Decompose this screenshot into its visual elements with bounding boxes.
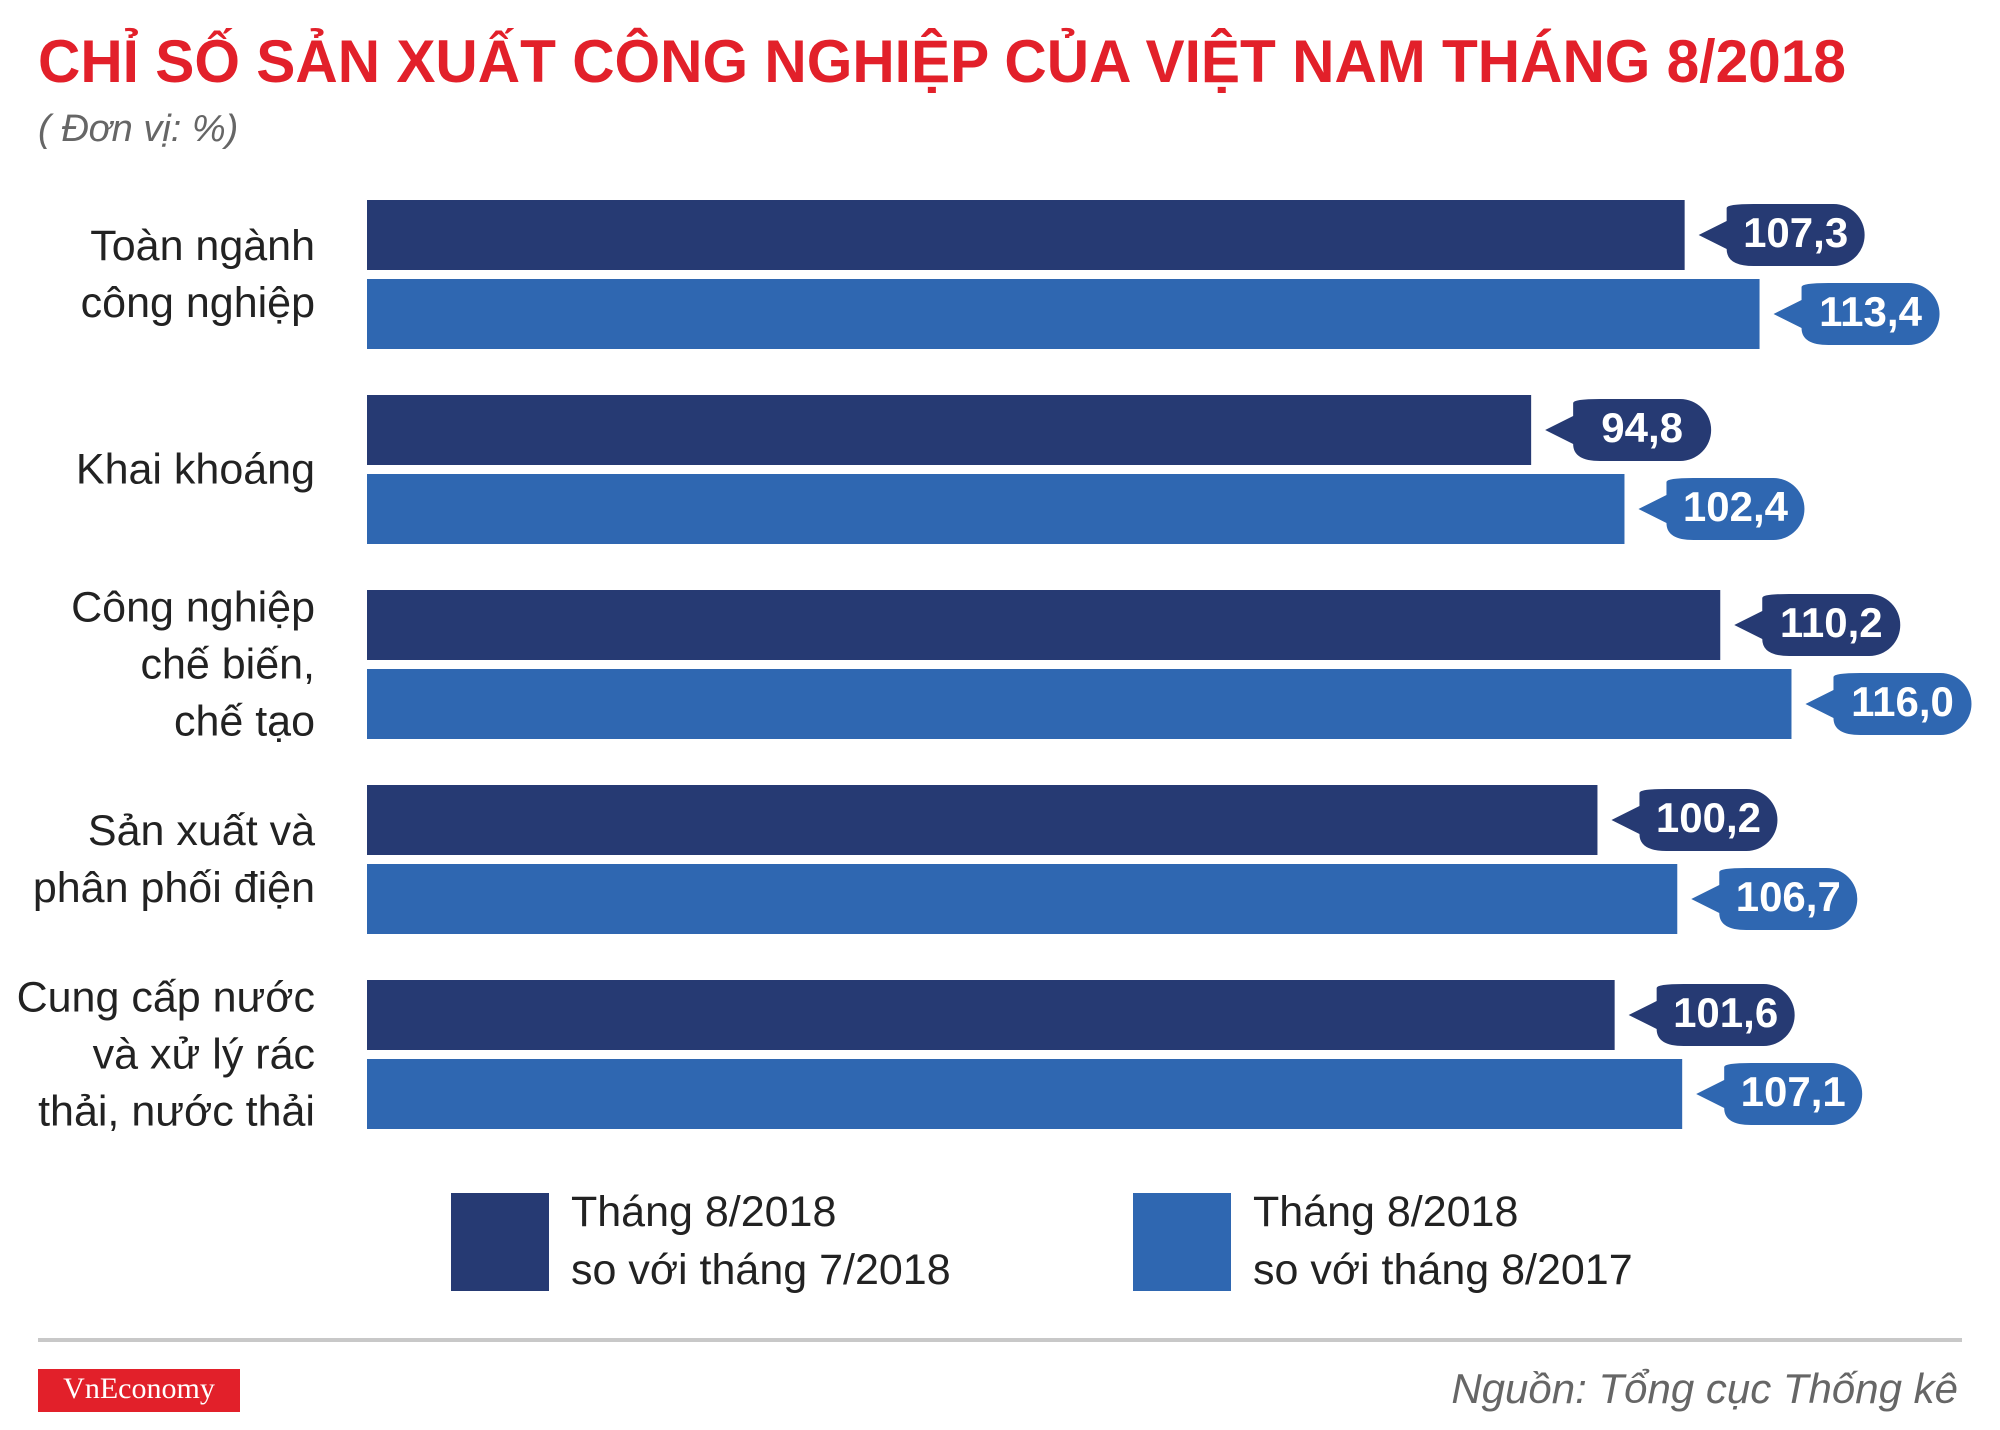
legend-label: Tháng 8/2018 so với tháng 7/2018	[571, 1188, 951, 1294]
bar	[367, 1059, 1683, 1129]
value-label: 100,2	[1656, 794, 1761, 841]
legend-label: Tháng 8/2018 so với tháng 8/2017	[1253, 1188, 1633, 1294]
bar	[367, 980, 1615, 1050]
value-bubble	[1638, 478, 1805, 540]
chart-subtitle: ( Đơn vị: %)	[38, 108, 238, 150]
category-label: Toàn ngành công nghiệp	[80, 221, 315, 327]
value-label: 107,3	[1743, 209, 1848, 256]
source: Nguồn: Tổng cục Thống kê	[1451, 1365, 1958, 1412]
category-label: Khai khoáng	[75, 445, 315, 493]
legend-swatch	[1133, 1193, 1231, 1291]
value-bubble	[1696, 1063, 1863, 1125]
logo-box	[38, 1369, 240, 1412]
value-bubble	[1734, 594, 1901, 656]
logo: VnEconomy	[63, 1372, 215, 1405]
category-label: Công nghiệp chế biến, chế tạo	[71, 583, 315, 745]
chart-title: CHỈ SỐ SẢN XUẤT CÔNG NGHIỆP CỦA VIỆT NAM…	[38, 28, 1846, 95]
bar	[367, 279, 1760, 349]
legend-swatch	[451, 1193, 549, 1291]
bar	[367, 395, 1532, 465]
bar	[367, 669, 1792, 739]
value-label: 102,4	[1683, 483, 1789, 530]
value-label: 113,4	[1819, 288, 1922, 335]
bar	[367, 785, 1598, 855]
bar	[367, 474, 1625, 544]
bar	[367, 590, 1721, 660]
value-label: 110,2	[1780, 599, 1883, 646]
value-label: 94,8	[1601, 404, 1683, 451]
value-label: 101,6	[1673, 989, 1778, 1036]
category-label: Sản xuất và phân phối điện	[32, 806, 315, 912]
value-bubble	[1698, 204, 1865, 266]
value-bubble	[1691, 868, 1858, 930]
value-bubble	[1628, 984, 1795, 1046]
value-label: 116,0	[1851, 678, 1954, 725]
value-bubble	[1773, 283, 1940, 345]
value-bubble	[1611, 789, 1778, 851]
category-label: Cung cấp nước và xử lý rác thải, nước th…	[16, 973, 315, 1135]
bar	[367, 864, 1678, 934]
bar	[367, 200, 1685, 270]
value-label: 106,7	[1736, 873, 1841, 920]
value-label: 107,1	[1741, 1068, 1846, 1115]
value-bubble	[1805, 673, 1972, 735]
value-bubble	[1545, 399, 1712, 461]
